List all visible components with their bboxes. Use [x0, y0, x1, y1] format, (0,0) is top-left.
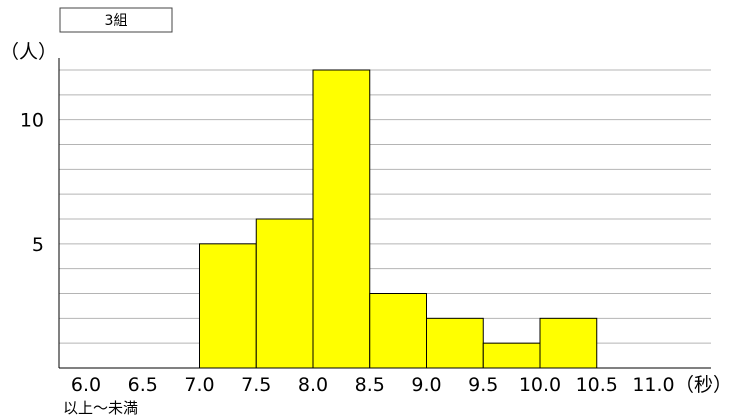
histogram-bar	[255, 218, 314, 369]
x-tick-label: 7.0	[184, 374, 214, 396]
x-tick-label: 10.0	[519, 374, 561, 396]
bars	[199, 69, 598, 369]
y-tick-label: 5	[32, 234, 44, 256]
x-tick-label: 6.5	[128, 374, 158, 396]
histogram-bar	[426, 317, 484, 369]
grid-lines	[59, 69, 711, 344]
histogram-bar	[369, 293, 427, 369]
y-tick-label: 10	[20, 110, 44, 132]
chart-title-box: 3組	[59, 7, 173, 33]
x-tick-label: 9.0	[411, 374, 441, 396]
histogram-bar	[312, 69, 371, 369]
histogram-bar	[199, 243, 257, 369]
x-tick-label: 10.5	[576, 374, 618, 396]
y-tick-labels: 5 10	[20, 110, 44, 256]
x-tick-label: 6.0	[71, 374, 101, 396]
x-tick-label: 9.5	[468, 374, 498, 396]
x-axis-unit: （秒）	[675, 374, 732, 396]
chart-title: 3組	[105, 13, 128, 29]
x-tick-label: 8.0	[298, 374, 328, 396]
x-range-note: 以上〜未満	[63, 399, 138, 417]
x-tick-label: 8.5	[355, 374, 385, 396]
x-tick-label: 7.5	[241, 374, 271, 396]
histogram-bar	[482, 342, 541, 369]
y-axis-unit: （人）	[0, 41, 57, 63]
histogram-bar	[539, 317, 598, 369]
x-tick-label: 11.0	[632, 374, 674, 396]
x-tick-labels: 6.0 6.5 7.0 7.5 8.0 8.5 9.0 9.5 10.0 10.5 11.0	[71, 374, 675, 396]
